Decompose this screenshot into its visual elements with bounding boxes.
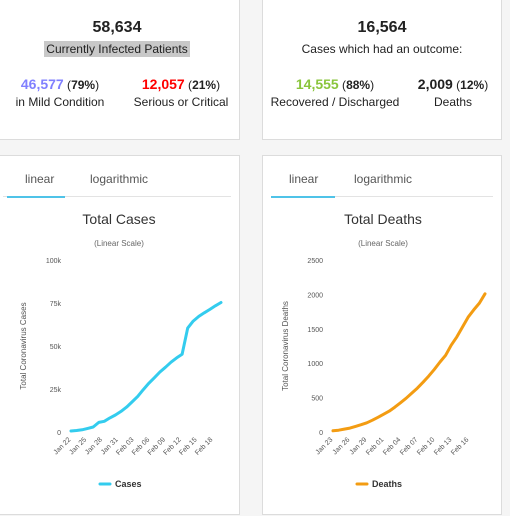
y-axis-label: Total Coronavirus Deaths xyxy=(281,301,290,391)
deaths-scale-tabs: linear logarithmic xyxy=(271,164,493,198)
y-tick-label: 1500 xyxy=(307,327,323,334)
closed-cases-total: 16,564 xyxy=(357,19,407,36)
active-cases-label: Currently Infected Patients xyxy=(44,41,190,57)
y-tick-label: 25k xyxy=(50,387,62,394)
x-tick-label: Feb 07 xyxy=(399,436,419,456)
serious-percent: 21% xyxy=(192,78,217,92)
deaths-percent: 12% xyxy=(460,78,485,92)
recovered-label: Recovered / Discharged xyxy=(270,95,400,109)
x-tick-label: Feb 10 xyxy=(416,436,436,456)
y-tick-label: 1000 xyxy=(307,361,323,368)
closed-cases-panel: 16,564 Cases which had an outcome: 14,55… xyxy=(262,0,502,140)
y-tick-label: 100k xyxy=(46,258,62,265)
deaths-tab-linear[interactable]: linear xyxy=(289,172,319,186)
total-deaths-chart-panel: linear logarithmic Total Deaths (Linear S… xyxy=(262,155,502,515)
serious-label: Serious or Critical xyxy=(133,95,229,109)
cases-tab-active-indicator xyxy=(7,196,65,198)
x-tick-label: Feb 18 xyxy=(194,436,214,456)
y-axis-label: Total Coronavirus Cases xyxy=(19,302,28,389)
x-tick-label: Jan 23 xyxy=(315,436,335,456)
chart-subtitle: (Linear Scale) xyxy=(358,239,408,248)
y-tick-label: 500 xyxy=(311,396,323,403)
deaths-label: Deaths xyxy=(433,95,473,109)
closed-cases-label: Cases which had an outcome: xyxy=(301,42,463,56)
mild-condition-stat: 46,577 (79%) in Mild Condition xyxy=(0,76,121,109)
deaths-tab-active-indicator xyxy=(271,196,335,198)
chart-subtitle: (Linear Scale) xyxy=(94,239,144,248)
serious-condition-stat: 12,057 (21%) Serious or Critical xyxy=(121,76,241,109)
total-cases-chart: Total Cases (Linear Scale) 0 25k 50k 75k 100k T… xyxy=(19,211,223,489)
recovered-count: 14,555 xyxy=(295,76,339,92)
series-line xyxy=(69,301,223,433)
mild-label: in Mild Condition xyxy=(15,95,105,109)
x-tick-label: Feb 16 xyxy=(450,436,470,456)
y-tick-label: 0 xyxy=(57,430,61,437)
chart-title: Total Deaths xyxy=(344,211,422,227)
x-tick-label: Feb 01 xyxy=(365,436,385,456)
deaths-count: 2,009 xyxy=(417,76,453,92)
active-cases-panel: 58,634 Currently Infected Patients 46,57… xyxy=(0,0,240,140)
legend-label: Deaths xyxy=(372,479,402,489)
y-tick-label: 0 xyxy=(319,430,323,437)
chart-title: Total Cases xyxy=(82,211,155,227)
y-tick-label: 2500 xyxy=(307,258,323,265)
legend-label: Cases xyxy=(115,479,142,489)
series-line xyxy=(331,292,487,433)
mild-count: 46,577 xyxy=(20,76,64,92)
recovered-stat: 14,555 (88%) Recovered / Discharged xyxy=(267,76,403,109)
y-tick-label: 2000 xyxy=(307,292,323,299)
deaths-tab-logarithmic[interactable]: logarithmic xyxy=(354,172,413,186)
y-tick-label: 50k xyxy=(50,344,62,351)
total-deaths-chart: Total Deaths (Linear Scale) 0 500 1000 1500 20… xyxy=(281,211,487,489)
cases-scale-tabs: linear logarithmic xyxy=(3,164,231,198)
mild-percent: 79% xyxy=(71,78,96,92)
recovered-percent: 88% xyxy=(346,78,371,92)
cases-tab-logarithmic[interactable]: logarithmic xyxy=(90,172,149,186)
total-cases-chart-panel: linear logarithmic Total Cases (Linear Sc… xyxy=(0,155,240,515)
x-tick-label: Jan 26 xyxy=(332,436,352,456)
x-tick-label: Feb 04 xyxy=(382,436,402,456)
cases-tab-linear[interactable]: linear xyxy=(25,172,55,186)
serious-count: 12,057 xyxy=(141,76,185,92)
active-cases-total: 58,634 xyxy=(92,19,142,36)
deaths-stat: 2,009 (12%) Deaths xyxy=(403,76,503,109)
x-tick-label: Feb 13 xyxy=(433,436,453,456)
y-tick-label: 75k xyxy=(50,301,62,308)
